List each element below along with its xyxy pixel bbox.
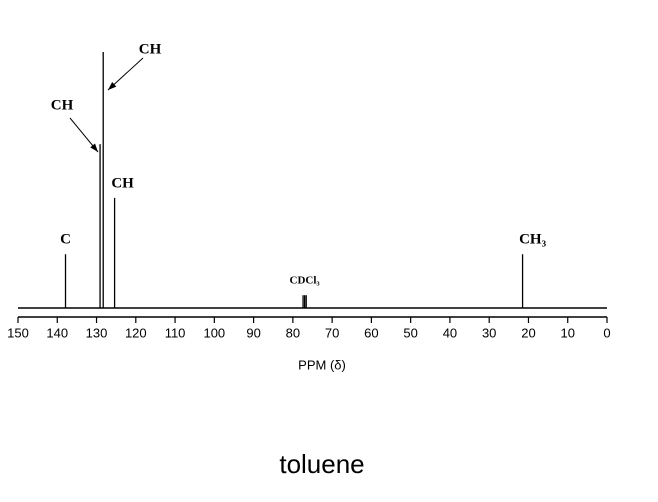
arrow-head xyxy=(90,143,98,152)
peak-label: CH xyxy=(51,97,74,113)
peak-label: C xyxy=(60,232,71,248)
x-tick-label: 40 xyxy=(443,325,457,340)
x-tick-label: 150 xyxy=(7,325,29,340)
x-tick-label: 120 xyxy=(125,325,147,340)
peak-label: CDCl₃ xyxy=(290,275,321,287)
x-tick-label: 130 xyxy=(86,325,108,340)
x-tick-label: 0 xyxy=(603,325,610,340)
x-tick-label: 20 xyxy=(521,325,535,340)
x-tick-label: 90 xyxy=(246,325,260,340)
x-axis-label: PPM (δ) xyxy=(298,357,346,372)
x-tick-label: 70 xyxy=(325,325,339,340)
x-tick-label: 80 xyxy=(286,325,300,340)
x-tick-label: 60 xyxy=(364,325,378,340)
chart-title: toluene xyxy=(279,449,364,479)
arrow-head xyxy=(108,82,117,90)
x-tick-label: 30 xyxy=(482,325,496,340)
x-tick-label: 110 xyxy=(165,325,186,340)
x-tick-label: 100 xyxy=(203,325,225,340)
x-tick-label: 140 xyxy=(46,325,68,340)
x-tick-label: 10 xyxy=(560,325,574,340)
x-tick-label: 50 xyxy=(403,325,417,340)
peak-label: CH₃ xyxy=(519,232,547,248)
peak-label: CH xyxy=(139,41,162,57)
peak-label: CH xyxy=(111,175,134,191)
